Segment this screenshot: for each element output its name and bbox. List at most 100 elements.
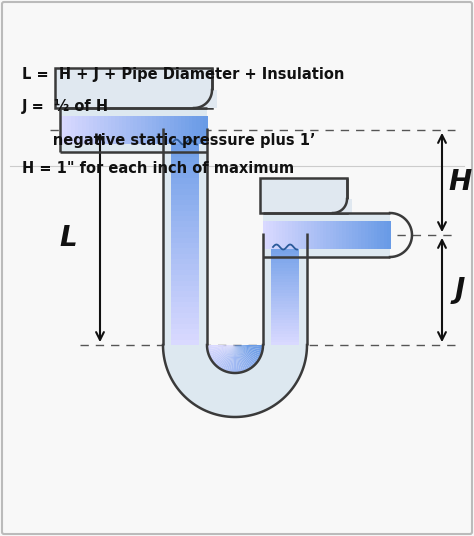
Polygon shape — [210, 345, 235, 360]
Polygon shape — [235, 345, 253, 368]
Bar — [171, 312, 199, 318]
Bar — [75, 116, 79, 144]
Bar — [163, 130, 207, 345]
Polygon shape — [220, 345, 235, 370]
Bar — [263, 221, 267, 249]
Bar — [271, 327, 299, 331]
Bar — [171, 279, 199, 286]
Bar — [295, 221, 299, 249]
Bar — [323, 221, 328, 249]
Bar — [90, 116, 94, 144]
Bar — [271, 289, 299, 293]
Bar — [355, 221, 359, 249]
Bar — [97, 116, 101, 144]
Bar — [171, 204, 199, 211]
Bar — [171, 317, 199, 324]
Polygon shape — [214, 345, 235, 365]
Bar — [171, 296, 199, 302]
Bar — [181, 116, 186, 144]
Bar — [320, 221, 324, 249]
Polygon shape — [235, 345, 252, 369]
Polygon shape — [235, 345, 263, 349]
Text: H: H — [448, 168, 472, 197]
Bar — [271, 272, 299, 276]
Bar — [192, 116, 197, 144]
Bar — [171, 328, 199, 334]
Bar — [171, 242, 199, 248]
Bar — [374, 221, 378, 249]
Polygon shape — [233, 345, 235, 373]
Bar — [271, 336, 299, 339]
Bar — [271, 303, 299, 307]
Bar — [298, 221, 302, 249]
Bar — [327, 221, 331, 249]
Bar — [111, 116, 116, 144]
Polygon shape — [235, 345, 259, 361]
Bar — [310, 221, 315, 249]
Bar — [100, 116, 105, 144]
Bar — [171, 183, 199, 189]
Bar — [271, 259, 299, 263]
Bar — [285, 221, 290, 249]
Bar — [271, 250, 299, 254]
Bar — [282, 221, 286, 249]
Bar — [171, 231, 199, 237]
Bar — [130, 116, 135, 144]
Polygon shape — [219, 345, 235, 369]
Polygon shape — [222, 345, 235, 371]
Bar — [189, 116, 193, 144]
Bar — [171, 188, 199, 195]
Bar — [171, 129, 199, 136]
Polygon shape — [235, 345, 242, 373]
Bar — [260, 178, 347, 213]
Bar — [185, 116, 190, 144]
Bar — [55, 68, 212, 108]
Bar — [368, 221, 372, 249]
Bar — [266, 221, 270, 249]
Bar — [339, 221, 343, 249]
Bar — [171, 291, 199, 296]
Polygon shape — [235, 345, 263, 352]
Bar — [171, 247, 199, 254]
Bar — [171, 258, 199, 264]
Text: L =  H + J + Pipe Diameter + Insulation: L = H + J + Pipe Diameter + Insulation — [22, 67, 345, 82]
Bar — [64, 116, 68, 144]
Bar — [301, 221, 305, 249]
Polygon shape — [235, 345, 255, 366]
Bar — [171, 252, 199, 259]
Bar — [174, 116, 179, 144]
Bar — [108, 116, 112, 144]
Polygon shape — [208, 345, 235, 354]
Bar — [330, 221, 334, 249]
Polygon shape — [207, 345, 235, 352]
Bar — [163, 116, 168, 144]
Bar — [271, 325, 299, 329]
Bar — [60, 116, 64, 144]
Bar — [288, 221, 292, 249]
Bar — [271, 311, 299, 315]
Bar — [342, 221, 346, 249]
Bar — [171, 269, 199, 275]
Polygon shape — [207, 345, 235, 349]
Bar — [104, 116, 109, 144]
Bar — [119, 116, 123, 144]
Bar — [171, 145, 199, 152]
Bar — [271, 237, 299, 241]
Bar — [171, 140, 199, 146]
Bar — [134, 116, 138, 144]
Bar — [271, 234, 299, 238]
Bar — [377, 221, 382, 249]
Bar — [381, 221, 384, 249]
Bar — [171, 285, 199, 291]
Bar — [166, 116, 171, 144]
Bar — [271, 286, 299, 290]
Bar — [317, 221, 321, 249]
Polygon shape — [228, 345, 235, 373]
Bar — [292, 221, 296, 249]
Text: L: L — [59, 224, 77, 251]
Bar — [152, 116, 156, 144]
Bar — [263, 213, 390, 257]
Bar — [82, 116, 87, 144]
Bar — [271, 341, 299, 345]
Bar — [271, 267, 299, 271]
